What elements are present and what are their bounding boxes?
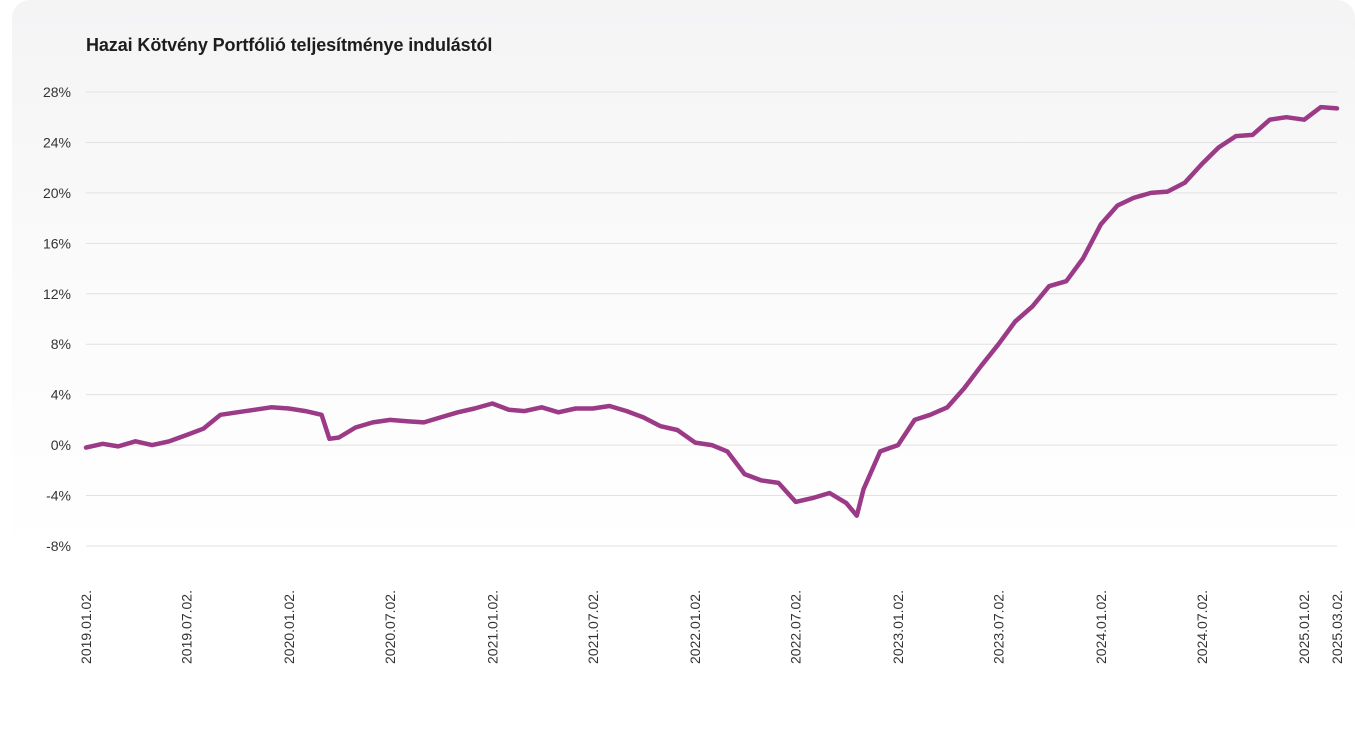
y-axis: 28% 24% 20% 16% 12% 8% 4% 0% -4% -8% bbox=[43, 84, 71, 554]
x-tick-label: 2024.07.02. bbox=[1194, 590, 1210, 664]
x-tick-label: 2022.07.02. bbox=[788, 590, 804, 664]
y-tick-label: 8% bbox=[51, 336, 71, 352]
y-tick-label: 12% bbox=[43, 286, 71, 302]
x-tick-label: 2025.01.02. bbox=[1296, 590, 1312, 664]
x-tick-label: 2025.03.02. bbox=[1329, 590, 1345, 664]
performance-line bbox=[83, 104, 1340, 518]
chart-card bbox=[12, 0, 1355, 744]
y-tick-label: 20% bbox=[43, 185, 71, 201]
x-tick-label: 2020.01.02. bbox=[281, 590, 297, 664]
chart-title: Hazai Kötvény Portfólió teljesítménye in… bbox=[86, 35, 493, 55]
x-tick-label: 2019.01.02. bbox=[78, 590, 94, 664]
x-tick-label: 2021.01.02. bbox=[484, 590, 500, 664]
y-tick-label: 16% bbox=[43, 235, 71, 251]
x-tick-label: 2020.07.02. bbox=[382, 590, 398, 664]
x-tick-label: 2022.01.02. bbox=[687, 590, 703, 664]
y-tick-label: -4% bbox=[46, 488, 71, 504]
y-tick-label: 0% bbox=[51, 437, 71, 453]
y-tick-label: 4% bbox=[51, 387, 71, 403]
x-tick-label: 2021.07.02. bbox=[585, 590, 601, 664]
x-axis: 2019.01.02. 2019.07.02. 2020.01.02. 2020.07… bbox=[78, 590, 1345, 664]
y-tick-label: -8% bbox=[46, 538, 71, 554]
grid-lines bbox=[86, 91, 1337, 547]
x-tick-label: 2019.07.02. bbox=[179, 590, 195, 664]
x-tick-label: 2024.01.02. bbox=[1093, 590, 1109, 664]
y-tick-label: 24% bbox=[43, 134, 71, 150]
y-tick-label: 28% bbox=[43, 84, 71, 100]
x-tick-label: 2023.07.02. bbox=[991, 590, 1007, 664]
x-tick-label: 2023.01.02. bbox=[890, 590, 906, 664]
